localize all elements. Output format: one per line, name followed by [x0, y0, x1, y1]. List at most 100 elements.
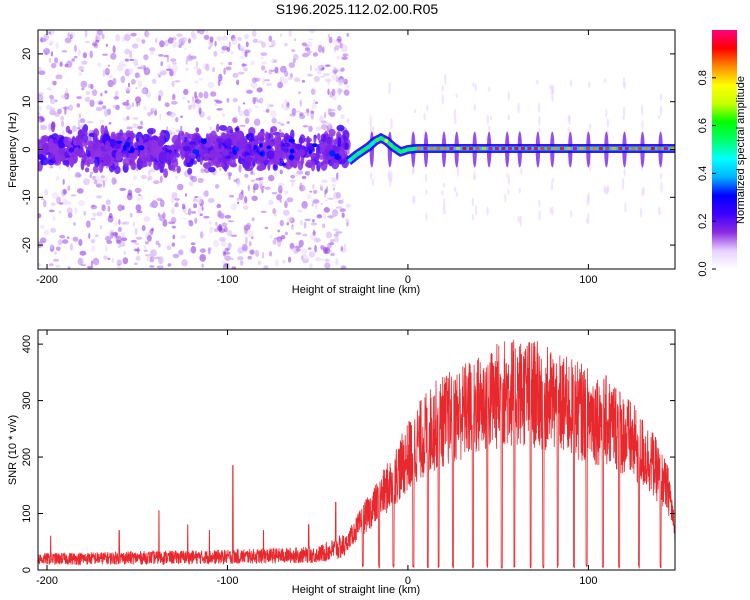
noise-blob	[131, 43, 139, 49]
noise-blob	[236, 179, 241, 187]
noise-blob	[317, 70, 322, 75]
noise-blob	[334, 236, 340, 243]
noise-blob	[40, 237, 47, 244]
noise-blob	[54, 251, 57, 255]
band-blob	[80, 149, 86, 158]
noise-blob	[327, 33, 330, 38]
noise-blob	[237, 71, 245, 75]
noise-blob	[94, 261, 99, 266]
noise-blob	[244, 51, 248, 57]
noise-blob	[331, 73, 339, 81]
noise-blob	[146, 234, 152, 242]
noise-blob	[76, 188, 84, 194]
noise-blob	[62, 129, 65, 136]
noise-blob	[279, 169, 283, 175]
band-blob	[182, 145, 191, 152]
noise-blob	[153, 180, 160, 185]
noise-blob	[253, 183, 259, 191]
noise-blob	[193, 203, 198, 209]
noise-blob	[181, 217, 188, 220]
noise-blob	[104, 235, 112, 242]
band-blob	[50, 121, 56, 133]
noise-blob	[237, 105, 241, 113]
bright-blob	[308, 149, 313, 155]
streak-blob	[605, 108, 608, 118]
noise-blob	[85, 220, 91, 228]
noise-blob	[274, 66, 279, 74]
noise-blob	[246, 89, 253, 94]
noise-blob	[335, 258, 339, 266]
noise-blob	[314, 68, 319, 72]
noise-blob	[88, 232, 91, 240]
noise-blob	[209, 36, 214, 43]
noise-blob	[194, 91, 197, 99]
bright-blob	[288, 138, 295, 143]
noise-blob	[166, 245, 172, 251]
noise-blob	[143, 67, 151, 76]
noise-blob	[187, 100, 190, 104]
streak-blob	[443, 210, 446, 215]
noise-blob	[280, 123, 285, 126]
noise-blob	[172, 62, 177, 65]
band-blob	[338, 150, 345, 155]
noise-blob	[333, 66, 337, 71]
noise-blob	[134, 72, 140, 79]
streak-blob	[587, 212, 590, 225]
band-blob	[111, 142, 115, 149]
noise-blob	[346, 222, 349, 227]
band-blob	[279, 132, 285, 138]
streak-blob	[486, 206, 489, 216]
snr-x-tick-label: -100	[216, 575, 238, 587]
noise-blob	[214, 40, 217, 47]
noise-blob	[113, 96, 120, 100]
streak-blob	[413, 109, 417, 114]
spectrogram-y-label: Frequency (Hz)	[7, 112, 19, 188]
noise-blob	[223, 266, 230, 269]
noise-blob	[55, 99, 58, 103]
noise-blob	[215, 184, 220, 189]
noise-blob	[136, 125, 144, 130]
noise-blob	[236, 197, 241, 201]
band-blob	[221, 158, 230, 171]
noise-blob	[102, 179, 106, 188]
noise-blob	[192, 96, 195, 101]
noise-blob	[38, 104, 42, 112]
streak-blob	[390, 170, 393, 183]
noise-blob	[38, 112, 41, 116]
noise-blob	[341, 44, 348, 53]
noise-blob	[90, 238, 96, 244]
noise-blob	[280, 33, 282, 38]
noise-blob	[269, 234, 273, 239]
streak-blob	[658, 206, 661, 214]
noise-blob	[138, 101, 141, 106]
track-peak	[494, 147, 499, 150]
streak-blob	[504, 193, 507, 203]
noise-blob	[315, 101, 318, 104]
noise-blob	[99, 120, 105, 123]
noise-blob	[135, 103, 138, 107]
noise-blob	[291, 49, 296, 52]
noise-blob	[226, 46, 231, 53]
noise-blob	[39, 124, 44, 130]
noise-blob	[255, 249, 260, 257]
band-blob	[244, 155, 253, 163]
noise-blob	[335, 192, 342, 199]
noise-blob	[207, 197, 215, 204]
track-peak	[624, 147, 629, 150]
noise-blob	[251, 77, 257, 84]
streak-blob	[538, 115, 541, 127]
noise-blob	[297, 209, 303, 213]
noise-blob	[289, 179, 296, 182]
noise-blob	[144, 241, 149, 245]
noise-blob	[56, 196, 61, 205]
band-blob	[210, 154, 217, 159]
snr-y-label: SNR (10 * v/v)	[7, 415, 19, 485]
noise-blob	[151, 78, 157, 85]
noise-blob	[284, 190, 289, 196]
noise-blob	[114, 232, 118, 238]
noise-blob	[59, 234, 66, 239]
noise-blob	[184, 48, 187, 51]
noise-blob	[96, 211, 103, 217]
noise-blob	[49, 263, 54, 267]
